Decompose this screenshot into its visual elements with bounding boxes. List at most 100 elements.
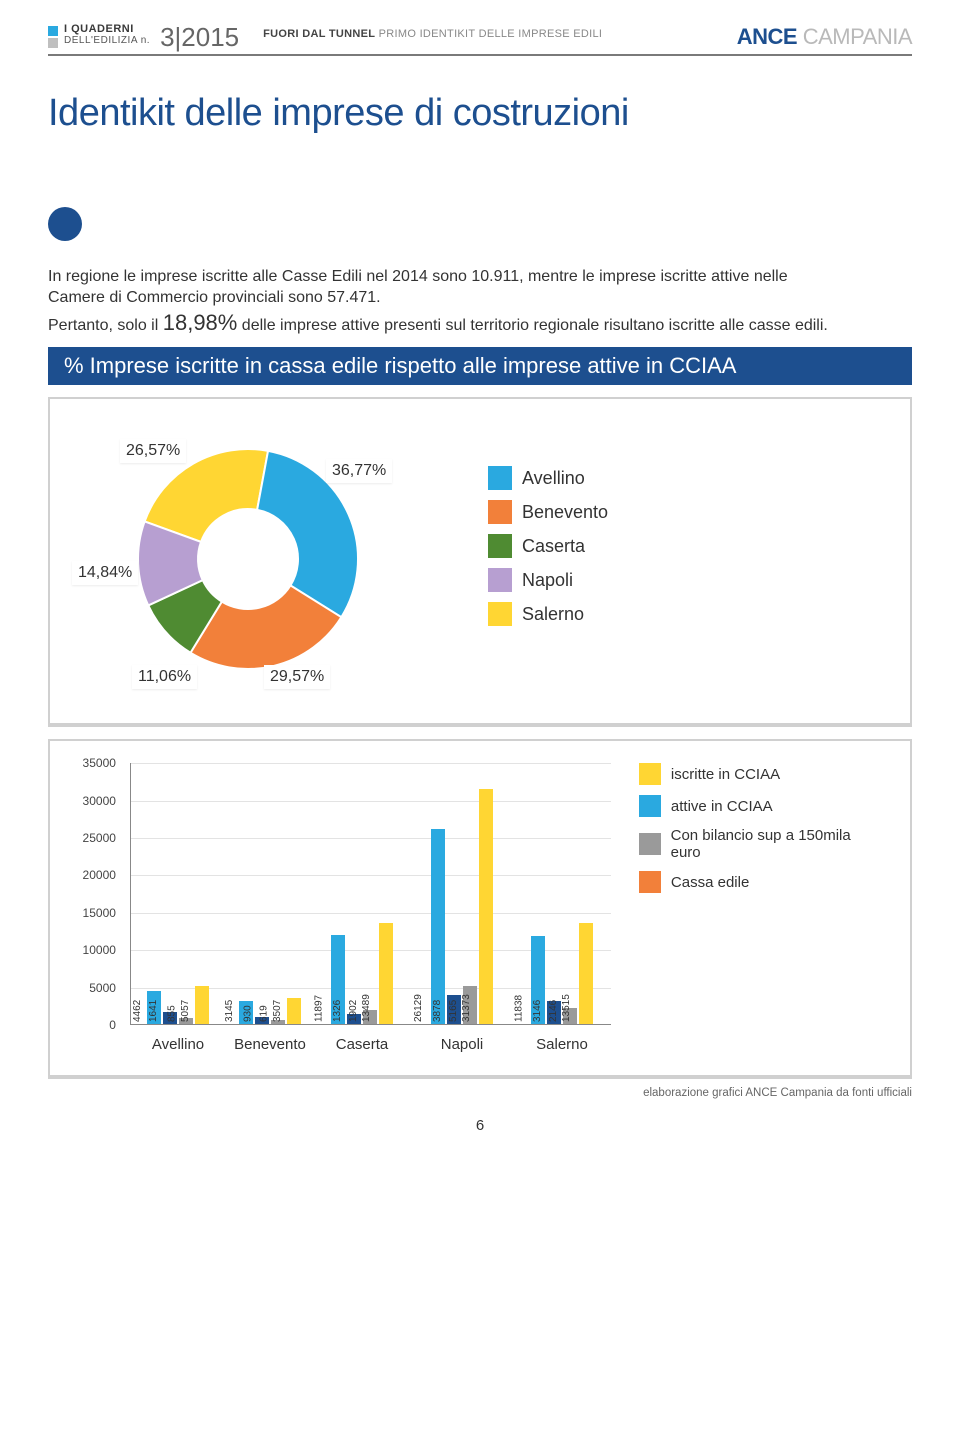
intro-line3-a: Pertanto, solo il: [48, 317, 163, 334]
footnote: elaborazione grafici ANCE Campania da fo…: [48, 1087, 912, 1099]
intro-stat: 18,98%: [163, 310, 238, 335]
legend-item: Benevento: [488, 500, 608, 524]
bar-value-label: 1641: [148, 1000, 159, 1022]
issue-number: 3|2015: [160, 24, 239, 50]
legend-label: Cassa edile: [671, 874, 749, 891]
bar-value-label: 930: [243, 1006, 254, 1023]
tagline-bold: FUORI DAL TUNNEL: [263, 28, 375, 40]
bar: 26129: [431, 829, 445, 1025]
bar-group: 118971326190213489: [331, 923, 393, 1024]
legend-label: Benevento: [522, 502, 608, 523]
bar-group: 31459306193507: [239, 998, 301, 1024]
legend-item: Napoli: [488, 568, 608, 592]
bar-group: 118383146214613515: [531, 923, 593, 1024]
donut-slice-label: 29,57%: [264, 665, 330, 689]
x-axis-label: Caserta: [336, 1036, 389, 1053]
y-tick-label: 35000: [83, 756, 116, 770]
legend-item: Caserta: [488, 534, 608, 558]
bar-value-label: 3146: [532, 1000, 543, 1022]
donut-slice-label: 36,77%: [326, 459, 392, 483]
bar: 13489: [379, 923, 393, 1024]
legend-label: Con bilancio sup a 150mila euro: [671, 827, 882, 861]
decorative-dot: [48, 207, 82, 241]
grid-line: [131, 913, 611, 914]
donut-legend: Avellino Benevento Caserta Napoli Salerno: [488, 466, 608, 626]
x-axis-label: Napoli: [441, 1036, 484, 1053]
bar: 5057: [195, 986, 209, 1024]
donut-chart: 36,77%29,57%11,06%14,84%26,57%: [78, 421, 418, 701]
legend-item: attive in CCIAA: [639, 795, 882, 817]
intro-line3-b: delle imprese attive presenti sul territ…: [237, 317, 828, 334]
legend-label: iscritte in CCIAA: [671, 766, 780, 783]
legend-swatch: [639, 795, 661, 817]
bar-value-label: 2146: [548, 1000, 559, 1022]
brand-strong: ANCE: [737, 24, 797, 49]
bar-value-label: 11838: [513, 995, 524, 1022]
brand-light: CAMPANIA: [797, 24, 912, 49]
bar-value-label: 5165: [448, 1000, 459, 1022]
y-tick-label: 15000: [83, 906, 116, 920]
donut-panel: 36,77%29,57%11,06%14,84%26,57% AvellinoB…: [48, 397, 912, 727]
bar-value-label: 855: [167, 1006, 178, 1023]
square-icon: [48, 26, 58, 36]
series-subtitle: DELL'EDILIZIA: [64, 35, 137, 46]
issue-prefix: n.: [141, 35, 150, 46]
bar-chart: 4462164185550573145930619350711897132619…: [78, 763, 611, 1053]
grid-line: [131, 801, 611, 802]
donut-slice-label: 14,84%: [72, 561, 138, 585]
bar-value-label: 11897: [313, 995, 324, 1022]
intro-line2: Camere di Commercio provinciali sono 57.…: [48, 288, 912, 309]
legend-item: iscritte in CCIAA: [639, 763, 882, 785]
legend-swatch: [488, 466, 512, 490]
legend-swatch: [488, 568, 512, 592]
legend-swatch: [488, 602, 512, 626]
page-header: I QUADERNI DELL'EDILIZIA n. 3|2015 FUORI…: [48, 24, 912, 56]
legend-label: Salerno: [522, 604, 584, 625]
legend-item: Cassa edile: [639, 871, 882, 893]
tagline-light: PRIMO IDENTIKIT DELLE IMPRESE EDILI: [375, 28, 602, 40]
y-tick-label: 10000: [83, 943, 116, 957]
legend-label: Caserta: [522, 536, 585, 557]
series-title-block: I QUADERNI DELL'EDILIZIA n.: [64, 24, 150, 46]
x-axis-label: Avellino: [152, 1036, 204, 1053]
section-banner: % Imprese iscritte in cassa edile rispet…: [48, 347, 912, 385]
bar-value-label: 5057: [180, 1000, 191, 1022]
donut-slice-label: 11,06%: [132, 665, 197, 689]
y-tick-label: 0: [109, 1018, 116, 1032]
bar-panel: 4462164185550573145930619350711897132619…: [48, 739, 912, 1079]
legend-swatch: [639, 763, 661, 785]
legend-item: Avellino: [488, 466, 608, 490]
legend-swatch: [488, 500, 512, 524]
y-tick-label: 25000: [83, 831, 116, 845]
header-left: I QUADERNI DELL'EDILIZIA n. 3|2015 FUORI…: [48, 24, 602, 50]
header-squares: [48, 26, 58, 48]
bar-value-label: 31373: [461, 994, 472, 1022]
bar-value-label: 3507: [272, 1000, 283, 1022]
grid-line: [131, 838, 611, 839]
x-axis-label: Benevento: [234, 1036, 306, 1053]
bar-group: 261293878 516531373: [431, 789, 493, 1024]
y-tick-label: 20000: [83, 868, 116, 882]
intro-text: In regione le imprese iscritte alle Cass…: [48, 267, 912, 337]
legend-item: Con bilancio sup a 150mila euro: [639, 827, 882, 861]
bar-value-label: 3878: [432, 1000, 443, 1022]
bar: 13515: [579, 923, 593, 1024]
legend-item: Salerno: [488, 602, 608, 626]
grid-line: [131, 875, 611, 876]
legend-swatch: [639, 871, 661, 893]
bar-value-label: 1326: [332, 1000, 343, 1022]
grid-line: [131, 763, 611, 764]
bar-value-label: 619: [259, 1006, 270, 1023]
page-title: Identikit delle imprese di costruzioni: [48, 92, 912, 135]
square-icon: [48, 38, 58, 48]
legend-label: Avellino: [522, 468, 585, 489]
series-title: I QUADERNI: [64, 24, 150, 35]
y-tick-label: 30000: [83, 794, 116, 808]
bar-legend: iscritte in CCIAA attive in CCIAA Con bila…: [639, 763, 882, 893]
legend-label: attive in CCIAA: [671, 798, 773, 815]
bar-group: 446216418555057: [147, 986, 209, 1024]
bar-value-label: 13489: [361, 994, 372, 1022]
bar: 3507: [287, 998, 301, 1024]
bar-value-label: 3145: [224, 1000, 235, 1022]
legend-swatch: [488, 534, 512, 558]
